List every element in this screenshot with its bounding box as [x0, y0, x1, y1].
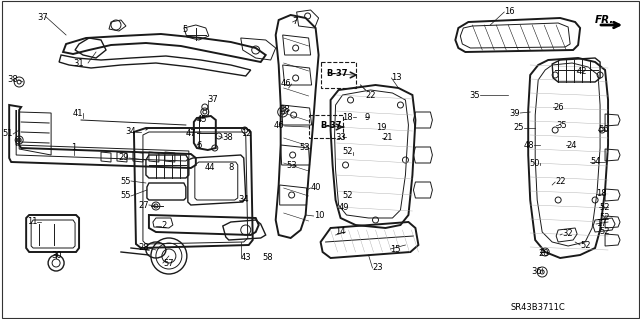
Text: 52: 52: [342, 147, 353, 157]
Text: 34: 34: [239, 196, 250, 204]
Text: 58: 58: [262, 253, 273, 262]
Text: 48: 48: [524, 140, 534, 150]
Text: 52: 52: [599, 227, 609, 236]
Text: 42: 42: [577, 68, 588, 77]
Text: FR.: FR.: [595, 15, 614, 25]
Text: 9: 9: [365, 113, 370, 122]
Text: 21: 21: [383, 133, 393, 143]
Text: 30: 30: [52, 250, 63, 259]
Text: 44: 44: [204, 162, 215, 172]
Text: 18: 18: [596, 189, 607, 198]
Text: 56: 56: [598, 125, 609, 135]
Text: 52: 52: [580, 241, 591, 249]
Text: 35: 35: [556, 121, 567, 130]
Text: 15: 15: [390, 244, 401, 254]
Text: 1: 1: [72, 144, 77, 152]
Text: 54: 54: [590, 158, 600, 167]
Text: 22: 22: [555, 177, 566, 187]
Text: 53: 53: [286, 161, 297, 170]
Text: 24: 24: [566, 140, 577, 150]
Text: 49: 49: [339, 204, 349, 212]
Text: 26: 26: [553, 102, 564, 112]
Text: 2: 2: [161, 221, 166, 231]
Text: 52: 52: [599, 212, 609, 221]
Text: 7: 7: [292, 18, 298, 26]
Text: 5: 5: [183, 26, 188, 34]
Text: 32: 32: [562, 229, 573, 239]
Text: 17: 17: [596, 219, 607, 228]
Text: 45: 45: [197, 115, 207, 124]
Text: 14: 14: [335, 227, 346, 236]
Text: 13: 13: [392, 73, 402, 83]
Text: 22: 22: [365, 91, 376, 100]
Text: 41: 41: [72, 108, 83, 117]
Text: 57: 57: [163, 258, 173, 268]
Text: 53: 53: [299, 144, 310, 152]
Text: 38: 38: [223, 133, 234, 143]
Text: 19: 19: [376, 123, 387, 132]
Text: 52: 52: [342, 191, 353, 201]
Circle shape: [17, 138, 21, 142]
Text: B-37: B-37: [321, 122, 342, 130]
Text: 12: 12: [241, 129, 252, 137]
Text: 10: 10: [314, 211, 324, 220]
Text: 39: 39: [509, 108, 520, 117]
Text: 38: 38: [8, 76, 18, 85]
Text: 55: 55: [120, 191, 131, 201]
Text: 36: 36: [531, 268, 542, 277]
Text: B-37: B-37: [326, 69, 348, 78]
Text: 6: 6: [197, 140, 202, 150]
Text: 27: 27: [138, 201, 149, 210]
Text: SR43B3711C: SR43B3711C: [510, 303, 565, 313]
Text: 46: 46: [274, 122, 285, 130]
Text: 11: 11: [27, 218, 37, 226]
Text: 46: 46: [281, 79, 292, 88]
Text: 52: 52: [599, 203, 609, 211]
Text: 33: 33: [335, 132, 346, 142]
Text: 37: 37: [207, 95, 218, 105]
Text: 16: 16: [504, 8, 515, 17]
Text: 40: 40: [310, 183, 321, 192]
Text: 51: 51: [3, 130, 13, 138]
Text: 35: 35: [470, 91, 480, 100]
Text: 37: 37: [37, 12, 48, 21]
Text: 38: 38: [279, 106, 290, 115]
Text: 31: 31: [74, 58, 84, 68]
Text: 34: 34: [125, 128, 136, 137]
Text: 43: 43: [241, 253, 252, 262]
Text: 25: 25: [514, 123, 524, 132]
Text: 8: 8: [228, 162, 234, 172]
Text: 20: 20: [539, 249, 549, 258]
Text: 50: 50: [530, 159, 540, 167]
Text: 23: 23: [372, 263, 383, 272]
Text: 29: 29: [118, 153, 129, 162]
Text: 18: 18: [342, 113, 353, 122]
Text: 55: 55: [120, 176, 131, 186]
Text: 28: 28: [138, 243, 149, 253]
Text: 47: 47: [186, 129, 196, 137]
